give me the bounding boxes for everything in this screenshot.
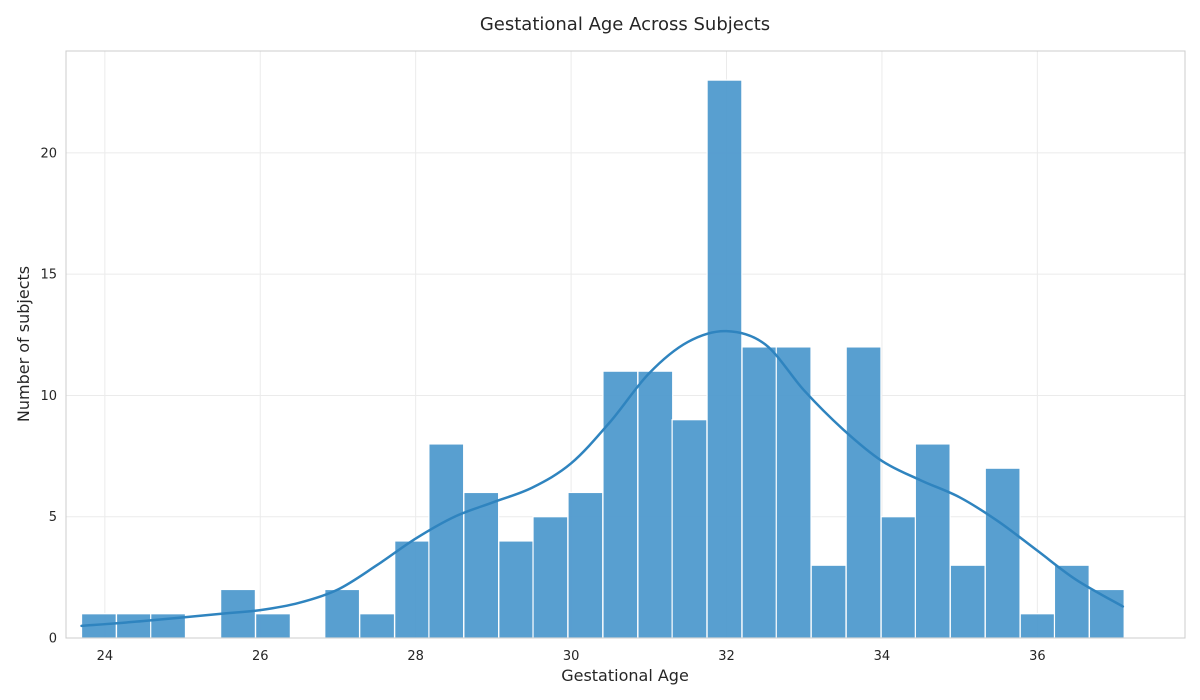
y-axis-ticks: 0 5 10 15 20	[40, 146, 57, 646]
histogram-bar	[324, 588, 361, 639]
histogram-bars	[80, 79, 1125, 639]
histogram-bar	[255, 613, 291, 639]
histogram-bar	[115, 613, 152, 639]
x-tick-label: 28	[407, 649, 424, 664]
y-tick-label: 5	[49, 510, 57, 525]
histogram-bar	[984, 467, 1021, 639]
x-tick-label: 34	[874, 649, 891, 664]
x-axis-ticks: 24 26 28 30 32 34 36	[97, 649, 1046, 664]
kde-curve	[80, 329, 1125, 628]
plot-frame	[65, 50, 1186, 639]
x-tick-label: 24	[97, 649, 114, 664]
y-tick-label: 20	[40, 146, 57, 161]
histogram-bar	[428, 443, 465, 639]
x-tick-label: 32	[718, 649, 735, 664]
histogram-bar	[359, 613, 396, 639]
y-tick-label: 0	[49, 632, 57, 647]
y-axis-label: Number of subjects	[14, 266, 33, 422]
histogram-bar	[914, 443, 951, 639]
histogram-bar	[1019, 613, 1056, 639]
x-tick-label: 26	[252, 649, 269, 664]
x-tick-label: 30	[563, 649, 580, 664]
histogram-bar	[880, 516, 917, 639]
chart-title: Gestational Age Across Subjects	[480, 14, 770, 35]
x-tick-label: 36	[1029, 649, 1046, 664]
y-tick-label: 10	[40, 389, 57, 404]
histogram-bar	[845, 346, 882, 639]
histogram-bar	[637, 370, 674, 639]
histogram-bar	[949, 564, 986, 639]
histogram-bar	[394, 540, 431, 639]
histogram-bar	[706, 79, 743, 639]
histogram-bar	[810, 564, 847, 639]
histogram-bar	[741, 346, 778, 639]
histogram-bar	[532, 516, 569, 639]
histogram-bar	[671, 419, 708, 639]
histogram-bar	[498, 540, 535, 639]
histogram-bar	[602, 370, 639, 639]
x-axis-label: Gestational Age	[561, 666, 689, 685]
y-tick-label: 15	[40, 268, 57, 283]
histogram-bar	[463, 491, 500, 639]
histogram-bar	[567, 491, 604, 639]
